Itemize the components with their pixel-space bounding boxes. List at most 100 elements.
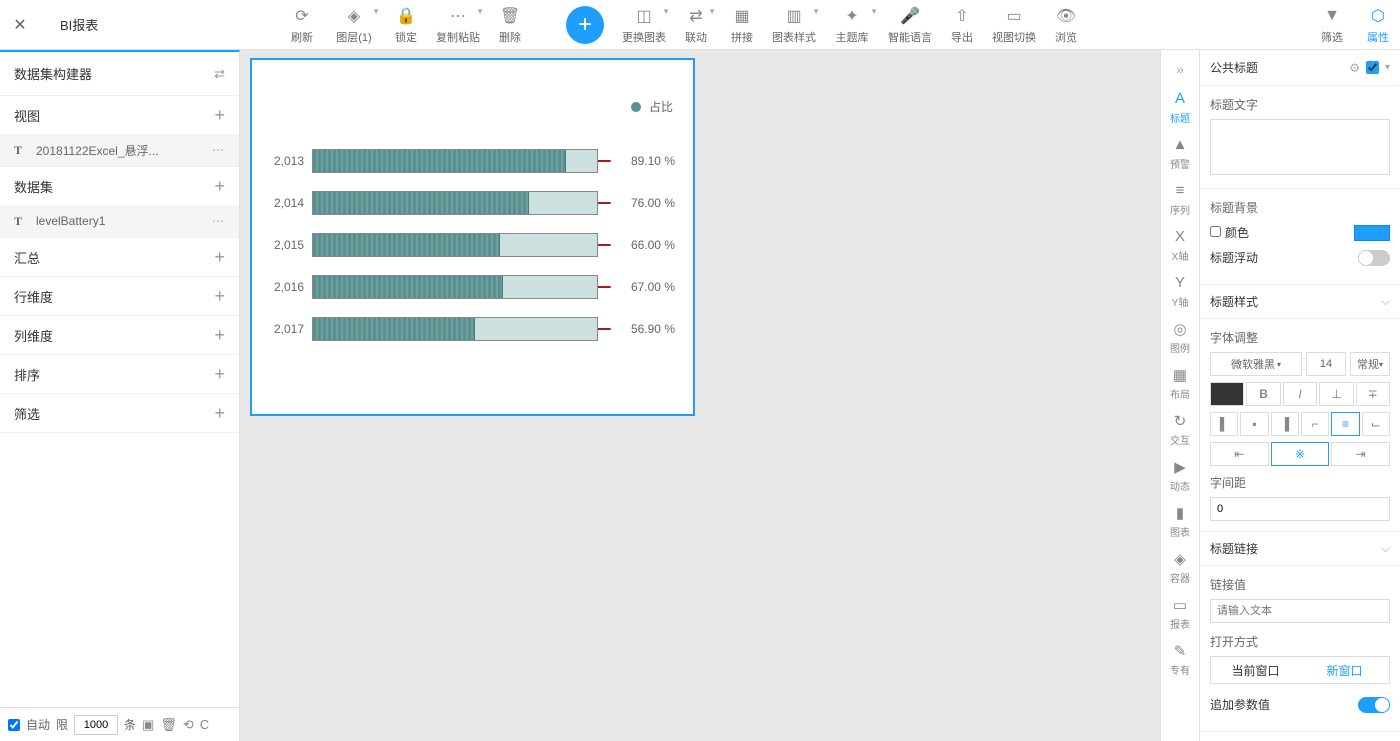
vtab-legend[interactable]: ◎图例 — [1161, 314, 1199, 360]
title-link-header[interactable]: 标题链接 ⌵ — [1200, 532, 1400, 566]
toolbar-preview[interactable]: 👁浏览 — [1044, 1, 1088, 49]
indent-left-button[interactable]: ⇤ — [1210, 442, 1269, 466]
legend-icon: ◎ — [1173, 320, 1186, 338]
toolbar-export[interactable]: ⇧导出 — [940, 1, 984, 49]
auto-checkbox[interactable] — [8, 719, 20, 731]
footer-icon-4[interactable]: C — [200, 717, 209, 732]
section-coldim[interactable]: 列维度+ — [0, 316, 239, 354]
gear-icon[interactable]: ⚙ — [1349, 61, 1360, 75]
valign-top-button[interactable]: ⌐ — [1301, 412, 1329, 436]
toolbar-voice[interactable]: 🎤智能语言 — [882, 1, 938, 49]
italic-button[interactable]: I — [1283, 382, 1317, 406]
color-swatch[interactable] — [1354, 225, 1390, 241]
footer-icon-3[interactable]: ⟲ — [183, 717, 194, 733]
bar-value: 89.10 % — [611, 154, 675, 168]
plus-icon[interactable]: + — [214, 325, 225, 346]
color-checkbox-label[interactable]: 颜色 — [1210, 224, 1249, 241]
font-weight-select[interactable]: 常规▾ — [1350, 352, 1390, 376]
close-button[interactable]: ✕ — [0, 15, 40, 35]
plus-icon[interactable]: + — [214, 247, 225, 268]
strike-button[interactable]: ∓ — [1356, 382, 1390, 406]
section-view[interactable]: 视图+ — [0, 96, 239, 134]
plus-icon[interactable]: + — [214, 176, 225, 197]
vtab-yaxis[interactable]: YY轴 — [1161, 268, 1199, 314]
align-left-button[interactable]: ▌ — [1210, 412, 1238, 436]
toolbar-copypaste[interactable]: ⋯复制粘贴▼ — [430, 1, 486, 49]
title-text-input[interactable] — [1210, 119, 1390, 175]
vtab-report[interactable]: ▭报表 — [1161, 590, 1199, 636]
builder-toggle-icon[interactable]: ⇄ — [214, 66, 225, 82]
toolbar-linkage[interactable]: ⇄联动▼ — [674, 1, 718, 49]
vtab-xaxis[interactable]: XX轴 — [1161, 222, 1199, 268]
section-summary[interactable]: 汇总+ — [0, 238, 239, 276]
valign-mid-button[interactable]: ≡ — [1331, 412, 1359, 436]
warn-icon: ▲ — [1173, 136, 1188, 154]
section-item[interactable]: TlevelBattery1⋯ — [0, 205, 239, 237]
underline-button[interactable]: ⊥ — [1319, 382, 1353, 406]
canvas[interactable]: 占比 2,013 89.10 %2,014 76.00 %2,015 66.00… — [240, 50, 1160, 741]
add-button[interactable]: + — [566, 6, 604, 44]
section-item[interactable]: T20181122Excel_悬浮...⋯ — [0, 134, 239, 166]
title-float-toggle[interactable] — [1358, 250, 1390, 266]
indent-center-button[interactable]: ※ — [1271, 442, 1330, 466]
open-current-tab[interactable]: 当前窗口 — [1211, 657, 1300, 683]
chart-title-header[interactable]: 图表标题 ⌵ — [1200, 732, 1400, 741]
plus-icon[interactable]: + — [214, 286, 225, 307]
bold-button[interactable]: B — [1246, 382, 1280, 406]
title-icon: A — [1175, 90, 1185, 108]
valign-bot-button[interactable]: ⌙ — [1362, 412, 1390, 436]
vtab-dynamic[interactable]: ▶动态 — [1161, 452, 1199, 498]
toolbar-changechart[interactable]: ◫更换图表▼ — [616, 1, 672, 49]
toolbar-refresh[interactable]: ⟳刷新 — [280, 1, 324, 49]
vtab-special[interactable]: ✎专有 — [1161, 636, 1199, 682]
auto-label: 自动 — [26, 716, 50, 733]
toolbar-filter[interactable]: ▼筛选 — [1310, 1, 1354, 49]
title-style-header[interactable]: 标题样式 ⌵ — [1200, 285, 1400, 319]
append-param-toggle[interactable] — [1358, 697, 1390, 713]
section-dataset[interactable]: 数据集+ — [0, 167, 239, 205]
vtab-interact[interactable]: ↻交互 — [1161, 406, 1199, 452]
toolbar-props[interactable]: ⬡属性 — [1356, 1, 1400, 49]
vtab-layout[interactable]: ▦布局 — [1161, 360, 1199, 406]
limit-input[interactable] — [74, 715, 118, 735]
link-value-input[interactable] — [1210, 599, 1390, 623]
font-size-select[interactable]: 14 — [1306, 352, 1346, 376]
toolbar-viewswitch[interactable]: ▭视图切换 — [986, 1, 1042, 49]
vtab-series[interactable]: ≡序列 — [1161, 176, 1199, 222]
footer-icon-2[interactable]: 🗑 — [160, 717, 177, 733]
vtab-charts[interactable]: ▮图表 — [1161, 498, 1199, 544]
section-rowdim[interactable]: 行维度+ — [0, 277, 239, 315]
color-checkbox[interactable] — [1210, 226, 1221, 237]
chart-container[interactable]: 占比 2,013 89.10 %2,014 76.00 %2,015 66.00… — [250, 58, 695, 416]
toolbar-delete[interactable]: 🗑删除 — [488, 1, 532, 49]
text-color-button[interactable] — [1210, 382, 1244, 406]
letter-spacing-input[interactable] — [1210, 497, 1390, 521]
toolbar-splice[interactable]: ▦拼接 — [720, 1, 764, 49]
bar-cap — [597, 286, 611, 288]
open-mode-label: 打开方式 — [1210, 633, 1390, 650]
toolbar-layer[interactable]: ◈图层(1)▼ — [326, 1, 382, 49]
indent-right-button[interactable]: ⇥ — [1331, 442, 1390, 466]
toolbar-chartstyle[interactable]: ▥图表样式▼ — [766, 1, 822, 49]
align-right-button[interactable]: ▐ — [1271, 412, 1299, 436]
vtab-warn[interactable]: ▲预警 — [1161, 130, 1199, 176]
bar-remainder — [566, 150, 597, 172]
toolbar-lock[interactable]: 🔒锁定 — [384, 1, 428, 49]
vtab-title[interactable]: A标题 — [1161, 84, 1199, 130]
font-family-select[interactable]: 微软雅黑 ▾ — [1210, 352, 1302, 376]
rp-header-caret-icon[interactable]: ▾ — [1385, 62, 1390, 73]
rp-header-checkbox[interactable] — [1366, 61, 1379, 74]
plus-icon[interactable]: + — [214, 364, 225, 385]
vtab-container[interactable]: ◈容器 — [1161, 544, 1199, 590]
plus-icon[interactable]: + — [214, 403, 225, 424]
footer-icon-1[interactable]: ▣ — [142, 717, 154, 733]
section-filter[interactable]: 筛选+ — [0, 394, 239, 432]
toolbar-themes[interactable]: ✦主题库▼ — [824, 1, 880, 49]
section-sort[interactable]: 排序+ — [0, 355, 239, 393]
open-new-tab[interactable]: 新窗口 — [1300, 657, 1389, 683]
vtab-collapse-icon[interactable]: » — [1176, 54, 1184, 84]
more-icon[interactable]: ⋯ — [212, 214, 225, 228]
align-center-button[interactable]: ▪ — [1240, 412, 1268, 436]
plus-icon[interactable]: + — [214, 105, 225, 126]
more-icon[interactable]: ⋯ — [212, 143, 225, 157]
